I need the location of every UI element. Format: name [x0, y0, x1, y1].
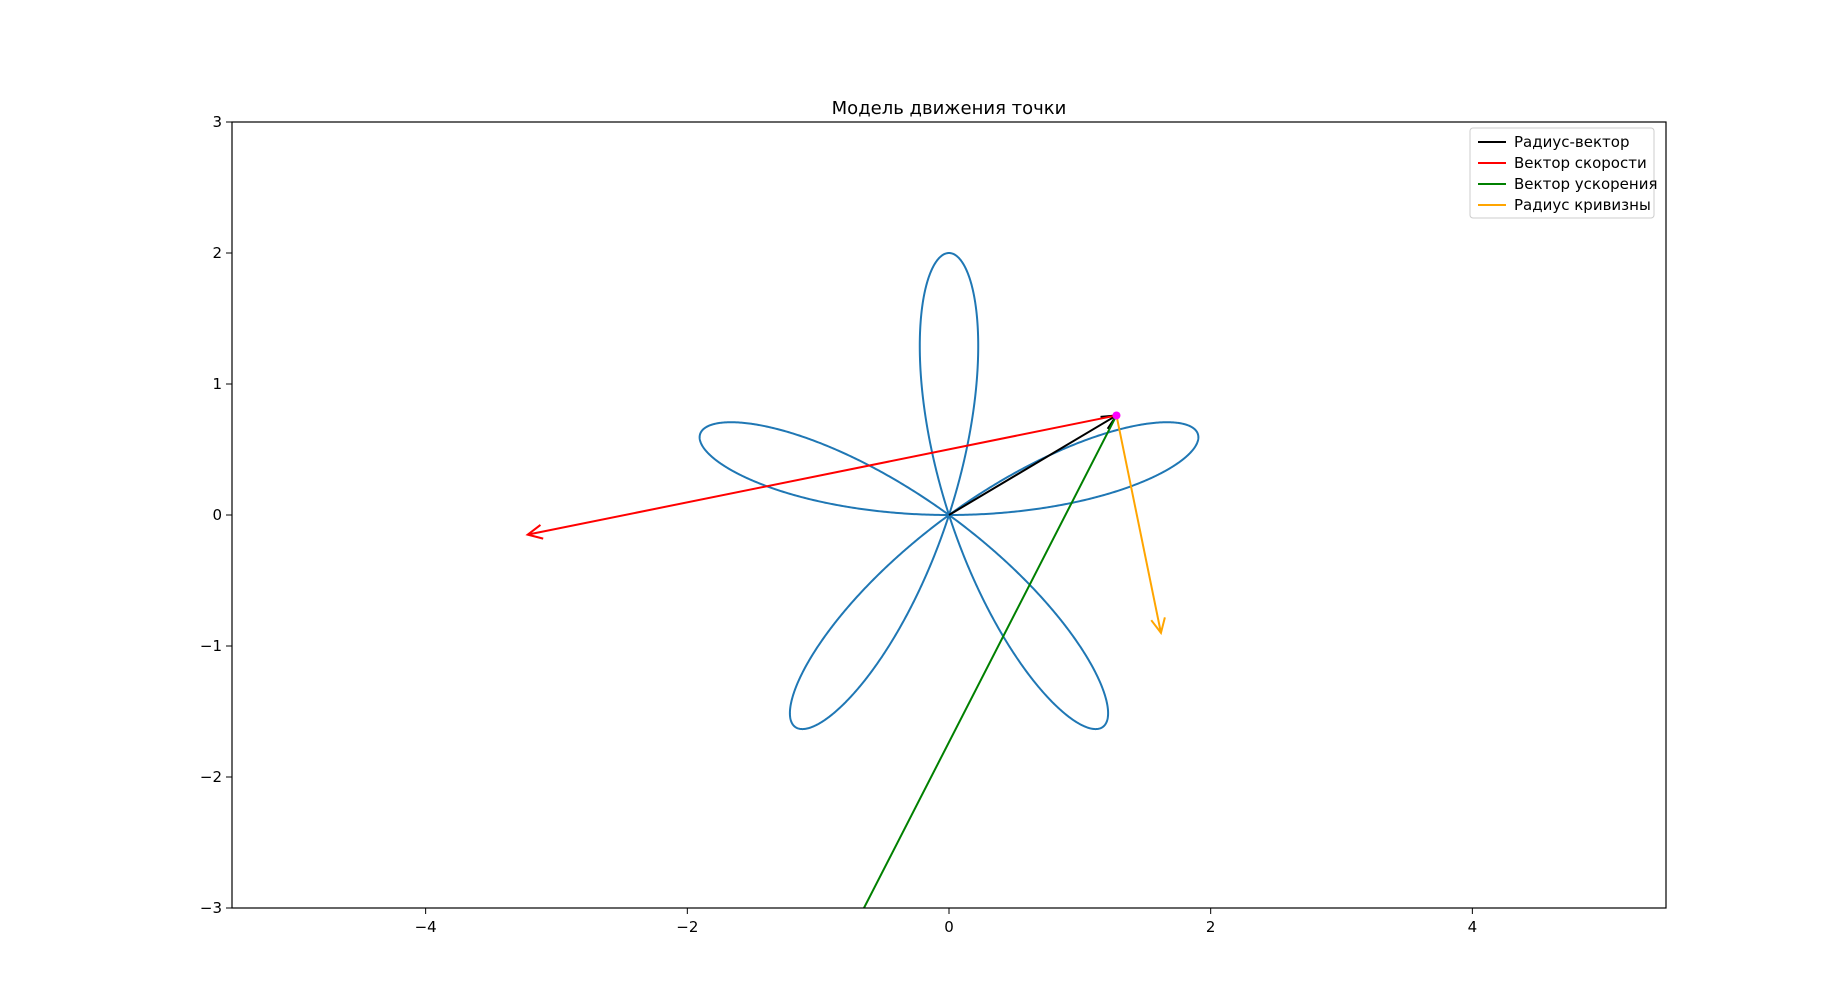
vector-line	[1115, 415, 1162, 634]
vector-line	[527, 414, 1117, 536]
vector-2	[863, 414, 1118, 908]
y-tick-label: 2	[212, 244, 222, 262]
legend-label: Вектор скорости	[1514, 154, 1647, 172]
x-tick-label: −4	[415, 918, 437, 936]
vector-line	[948, 414, 1117, 516]
chart-title: Модель движения точки	[832, 98, 1067, 119]
legend-label: Радиус кривизны	[1514, 196, 1651, 214]
vector-1	[525, 414, 1117, 540]
y-tick-label: 3	[212, 113, 222, 131]
x-tick-label: 0	[944, 918, 954, 936]
vector-arrowhead	[1150, 617, 1166, 636]
vector-line	[863, 414, 1118, 908]
vector-3	[1115, 415, 1166, 636]
legend: Радиус-вектор Вектор скорости Вектор ускор…	[1469, 127, 1657, 219]
y-tick-label: 1	[212, 375, 222, 393]
x-tick-label: 2	[1206, 918, 1216, 936]
legend-label: Вектор ускорения	[1514, 175, 1657, 193]
x-tick-label: 4	[1468, 918, 1478, 936]
moving-point	[1112, 411, 1121, 420]
axes: −4 −2 0 2 4 −3 −2 −1 0 1 2 3	[200, 113, 1667, 936]
trajectory-line	[698, 251, 1200, 731]
vector-arrowhead	[525, 524, 544, 540]
y-tick-label: −1	[200, 637, 222, 655]
y-tick-label: −2	[200, 768, 222, 786]
y-tick-label: −3	[200, 899, 222, 917]
legend-label: Радиус-вектор	[1514, 133, 1629, 151]
legend-box	[1469, 127, 1655, 219]
y-tick-label: 0	[212, 506, 222, 524]
x-tick-label: −2	[676, 918, 698, 936]
plot-area	[525, 251, 1200, 908]
